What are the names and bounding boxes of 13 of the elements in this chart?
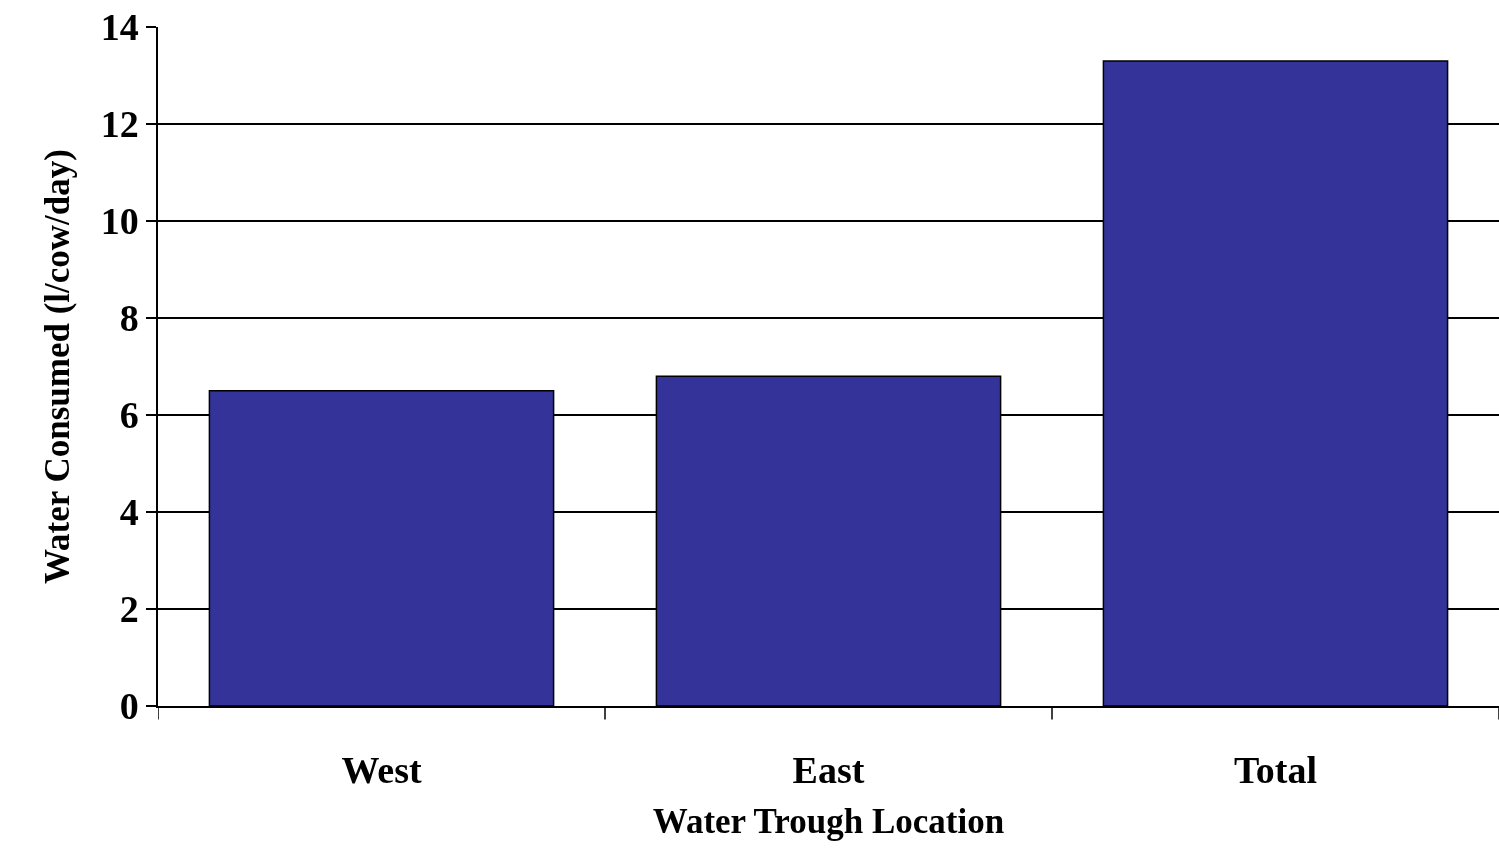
x-tick-label: East bbox=[792, 749, 865, 792]
y-tick-label: 12 bbox=[100, 103, 139, 146]
y-tick-label: 14 bbox=[100, 6, 139, 49]
y-axis-title: Water Consumed (l/cow/day) bbox=[38, 149, 78, 584]
x-tick-label: Total bbox=[1233, 749, 1318, 792]
y-tick-label: 10 bbox=[100, 200, 139, 243]
x-axis-title: Water Trough Location bbox=[652, 801, 1005, 841]
y-tick-label: 8 bbox=[119, 297, 139, 340]
y-tick-label: 0 bbox=[119, 685, 139, 728]
y-tick-label: 6 bbox=[119, 394, 139, 437]
x-tick-label: West bbox=[341, 749, 422, 792]
y-tick-label: 2 bbox=[119, 588, 139, 631]
y-tick-label: 4 bbox=[119, 491, 139, 534]
